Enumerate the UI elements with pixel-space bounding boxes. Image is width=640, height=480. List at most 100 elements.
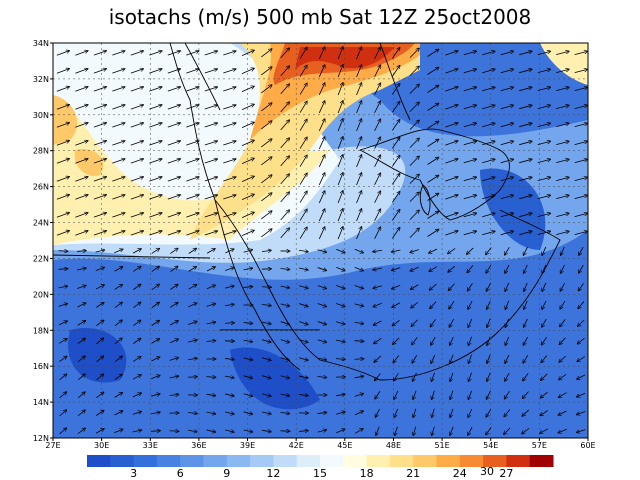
wind-arrow — [354, 304, 364, 306]
wind-arrow — [75, 123, 87, 128]
wind-arrow — [261, 139, 271, 148]
wind-arrow — [392, 267, 401, 271]
wind-arrow — [186, 213, 198, 218]
wind-arrow — [93, 123, 106, 128]
wind-arrow — [133, 267, 141, 272]
wind-arrow — [373, 302, 382, 306]
wind-arrow — [432, 408, 435, 418]
plot-frame — [52, 42, 589, 439]
wind-arrow — [149, 177, 161, 182]
wind-arrow — [241, 68, 254, 74]
wind-arrow — [204, 177, 217, 182]
wind-arrow — [317, 321, 327, 325]
wind-arrow — [225, 430, 234, 432]
wind-arrow — [427, 139, 439, 147]
wind-arrow — [112, 51, 124, 56]
wind-arrow — [280, 84, 290, 95]
wind-arrow — [112, 69, 124, 74]
wind-arrow — [114, 285, 123, 290]
wind-arrow — [445, 51, 457, 56]
wind-arrow — [337, 83, 343, 96]
wind-arrow — [114, 267, 123, 272]
wind-arrow — [114, 374, 122, 380]
wind-arrow — [151, 375, 159, 379]
wind-arrow — [558, 410, 567, 415]
wind-arrow — [427, 193, 439, 201]
wind-arrow — [577, 337, 585, 344]
wind-arrow — [411, 284, 419, 290]
wind-arrow — [318, 65, 324, 78]
colorbar-swatch — [87, 455, 111, 467]
wind-arrow — [431, 372, 435, 381]
wind-arrow — [151, 357, 159, 362]
wind-arrow — [149, 213, 161, 218]
colorbar-swatch — [459, 455, 484, 467]
wind-arrow — [463, 159, 477, 164]
wind-arrow — [318, 155, 324, 168]
wind-arrow — [427, 229, 439, 237]
wind-arrow — [75, 69, 87, 74]
wind-arrow — [204, 159, 217, 164]
wind-arrow — [56, 231, 69, 236]
wind-arrow — [427, 121, 439, 129]
wind-arrow — [577, 392, 586, 397]
wind-arrow — [409, 84, 419, 94]
wind-arrow — [167, 213, 180, 218]
wind-arrow — [574, 87, 588, 92]
wind-arrow — [130, 69, 143, 74]
wind-arrow — [449, 283, 455, 291]
wind-arrow — [280, 304, 290, 306]
wind-arrow — [243, 376, 253, 378]
wind-arrow — [243, 358, 253, 360]
wind-arrow — [354, 429, 363, 434]
wind-arrow — [409, 210, 419, 220]
wind-arrow — [482, 87, 495, 92]
wind-arrow — [206, 285, 215, 290]
colorbar-label: 27 — [499, 467, 513, 480]
wind-arrow — [241, 158, 254, 164]
wind-arrow — [280, 210, 290, 221]
wind-arrow — [450, 408, 454, 417]
x-tick-label: 60E — [580, 441, 595, 450]
colorbar-label: 12 — [266, 467, 280, 480]
wind-arrow — [430, 319, 436, 326]
wind-arrow — [151, 321, 159, 326]
wind-arrow — [537, 69, 551, 74]
wind-arrow — [336, 303, 345, 307]
wind-arrow — [133, 320, 140, 327]
wind-arrow — [169, 303, 178, 308]
wind-arrow — [114, 320, 122, 327]
wind-arrow — [298, 431, 308, 432]
wind-arrow — [431, 336, 436, 345]
wind-arrow — [186, 195, 198, 200]
wind-arrow — [445, 213, 457, 218]
wind-arrow — [354, 341, 364, 342]
wind-arrow — [318, 47, 324, 60]
wind-arrow — [299, 101, 307, 113]
wind-arrow — [431, 354, 436, 363]
wind-arrow — [96, 320, 103, 326]
y-tick-label: 34N — [33, 39, 49, 48]
wind-arrow — [542, 318, 547, 327]
wind-arrow — [463, 123, 477, 128]
wind-arrow — [58, 304, 68, 307]
wind-arrow — [354, 394, 364, 397]
wind-arrow — [463, 105, 477, 110]
wind-arrow — [206, 249, 215, 254]
wind-arrow — [186, 159, 198, 164]
wind-arrow — [579, 246, 584, 255]
wind-arrow — [574, 231, 588, 236]
y-tick-label: 32N — [33, 75, 49, 84]
wind-arrow — [206, 377, 216, 378]
wind-arrow — [114, 411, 122, 416]
wind-arrow — [574, 177, 588, 182]
wind-arrow — [487, 318, 491, 327]
wind-arrow — [56, 213, 69, 218]
wind-arrow — [556, 69, 569, 74]
wind-arrow — [574, 105, 588, 110]
wind-arrow — [59, 428, 67, 435]
wind-arrow — [188, 248, 196, 254]
wind-arrow — [75, 195, 87, 200]
wind-arrow — [523, 373, 529, 380]
wind-arrow — [430, 283, 437, 290]
